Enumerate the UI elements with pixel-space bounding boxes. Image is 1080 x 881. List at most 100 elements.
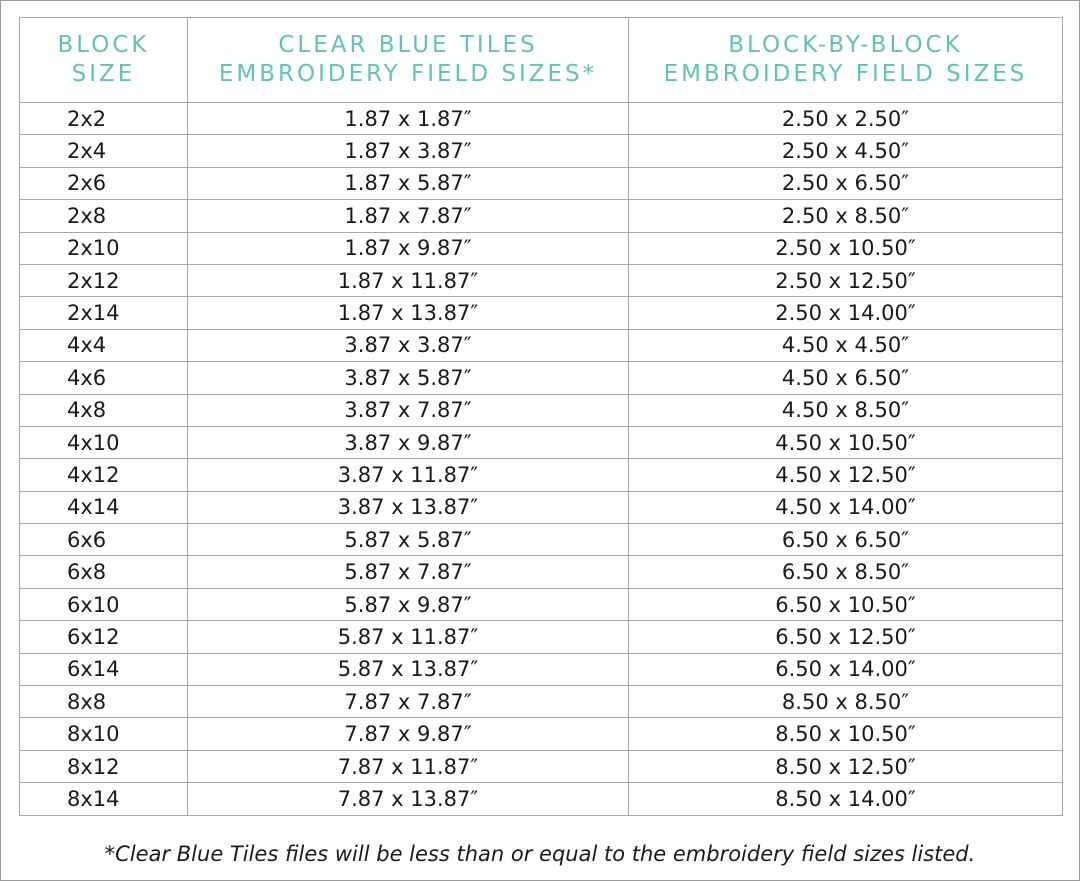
block-size-cell: 4x8	[19, 393, 188, 427]
clear-blue-tiles-cell: 5.87 x 9.87″	[187, 587, 629, 622]
block-by-block-cell: 2.50 x 8.50″	[628, 199, 1063, 233]
clear-blue-tiles-cell: 3.87 x 3.87″	[187, 328, 629, 363]
block-by-block-cell: 6.50 x 8.50″	[628, 555, 1063, 589]
table-row: 4x14 3.87 x 13.87″ 4.50 x 14.00″	[19, 490, 1063, 525]
table-row: 2x8 1.87 x 7.87″ 2.50 x 8.50″	[19, 199, 1063, 233]
header-line: CLEAR BLUE TILES	[278, 32, 538, 58]
block-size-cell: 2x4	[19, 134, 188, 168]
header-line: EMBROIDERY FIELD SIZES	[663, 61, 1028, 87]
block-size-cell: 6x12	[19, 620, 188, 654]
header-line: BLOCK	[57, 32, 150, 58]
block-by-block-cell: 8.50 x 8.50″	[628, 685, 1063, 719]
table-row: 4x10 3.87 x 9.87″ 4.50 x 10.50″	[19, 425, 1063, 460]
block-by-block-cell: 2.50 x 14.00″	[628, 296, 1063, 330]
block-size-cell: 6x6	[19, 523, 188, 557]
clear-blue-tiles-cell: 3.87 x 9.87″	[187, 425, 629, 460]
clear-blue-tiles-cell: 5.87 x 13.87″	[187, 652, 629, 687]
block-by-block-cell: 8.50 x 14.00″	[628, 782, 1063, 816]
block-size-cell: 8x12	[19, 749, 188, 784]
table-row: 8x10 7.87 x 9.87″ 8.50 x 10.50″	[19, 717, 1063, 751]
table-row: 4x12 3.87 x 11.87″ 4.50 x 12.50″	[19, 458, 1063, 492]
block-size-cell: 2x14	[19, 296, 188, 330]
block-by-block-cell: 4.50 x 6.50″	[628, 361, 1063, 395]
clear-blue-tiles-cell: 5.87 x 5.87″	[187, 523, 629, 557]
table-row: 2x4 1.87 x 3.87″ 2.50 x 4.50″	[19, 134, 1063, 168]
header-clear-blue-tiles: CLEAR BLUE TILES EMBROIDERY FIELD SIZES*	[187, 17, 629, 103]
block-size-cell: 8x8	[19, 685, 188, 719]
table-row: 2x14 1.87 x 13.87″ 2.50 x 14.00″	[19, 296, 1063, 330]
block-by-block-cell: 4.50 x 12.50″	[628, 458, 1063, 492]
block-by-block-cell: 6.50 x 12.50″	[628, 620, 1063, 654]
block-by-block-cell: 2.50 x 2.50″	[628, 101, 1063, 136]
block-size-cell: 6x8	[19, 555, 188, 589]
clear-blue-tiles-cell: 3.87 x 5.87″	[187, 361, 629, 395]
block-by-block-cell: 2.50 x 4.50″	[628, 134, 1063, 168]
block-by-block-cell: 6.50 x 14.00″	[628, 652, 1063, 687]
clear-blue-tiles-cell: 1.87 x 7.87″	[187, 199, 629, 233]
header-line: SIZE	[71, 61, 136, 87]
clear-blue-tiles-cell: 5.87 x 7.87″	[187, 555, 629, 589]
clear-blue-tiles-cell: 3.87 x 13.87″	[187, 490, 629, 525]
header-block-by-block: BLOCK-BY-BLOCK EMBROIDERY FIELD SIZES	[628, 17, 1063, 103]
table-row: 2x2 1.87 x 1.87″ 2.50 x 2.50″	[19, 101, 1063, 136]
block-size-cell: 4x6	[19, 361, 188, 395]
block-by-block-cell: 4.50 x 4.50″	[628, 328, 1063, 363]
block-size-cell: 2x12	[19, 263, 188, 298]
block-by-block-cell: 8.50 x 10.50″	[628, 717, 1063, 751]
table-row: 8x14 7.87 x 13.87″ 8.50 x 14.00″	[19, 782, 1063, 816]
header-block-size: BLOCK SIZE	[19, 17, 188, 103]
table-row: 2x12 1.87 x 11.87″ 2.50 x 12.50″	[19, 263, 1063, 298]
clear-blue-tiles-cell: 7.87 x 13.87″	[187, 782, 629, 816]
footnote: *Clear Blue Tiles files will be less tha…	[104, 842, 976, 866]
table-row: 8x8 7.87 x 7.87″ 8.50 x 8.50″	[19, 685, 1063, 719]
table-row: 6x12 5.87 x 11.87″ 6.50 x 12.50″	[19, 620, 1063, 654]
clear-blue-tiles-cell: 7.87 x 9.87″	[187, 717, 629, 751]
table-row: 6x10 5.87 x 9.87″ 6.50 x 10.50″	[19, 587, 1063, 622]
block-by-block-cell: 8.50 x 12.50″	[628, 749, 1063, 784]
block-size-cell: 4x10	[19, 425, 188, 460]
table-row: 4x6 3.87 x 5.87″ 4.50 x 6.50″	[19, 361, 1063, 395]
block-size-cell: 4x14	[19, 490, 188, 525]
block-by-block-cell: 4.50 x 14.00″	[628, 490, 1063, 525]
clear-blue-tiles-cell: 1.87 x 13.87″	[187, 296, 629, 330]
block-size-cell: 8x10	[19, 717, 188, 751]
table-row: 2x6 1.87 x 5.87″ 2.50 x 6.50″	[19, 166, 1063, 201]
clear-blue-tiles-cell: 7.87 x 11.87″	[187, 749, 629, 784]
block-by-block-cell: 2.50 x 12.50″	[628, 263, 1063, 298]
table-row: 6x8 5.87 x 7.87″ 6.50 x 8.50″	[19, 555, 1063, 589]
block-size-cell: 2x10	[19, 231, 188, 265]
block-size-cell: 8x14	[19, 782, 188, 816]
table-row: 6x14 5.87 x 13.87″ 6.50 x 14.00″	[19, 652, 1063, 687]
clear-blue-tiles-cell: 1.87 x 3.87″	[187, 134, 629, 168]
header-line: BLOCK-BY-BLOCK	[728, 32, 963, 58]
table-row: 8x12 7.87 x 11.87″ 8.50 x 12.50″	[19, 749, 1063, 784]
clear-blue-tiles-cell: 1.87 x 1.87″	[187, 101, 629, 136]
clear-blue-tiles-cell: 1.87 x 11.87″	[187, 263, 629, 298]
block-size-cell: 4x4	[19, 328, 188, 363]
embroidery-size-table: BLOCK SIZE CLEAR BLUE TILES EMBROIDERY FIE…	[19, 17, 1063, 816]
clear-blue-tiles-cell: 3.87 x 7.87″	[187, 393, 629, 427]
clear-blue-tiles-cell: 3.87 x 11.87″	[187, 458, 629, 492]
block-by-block-cell: 4.50 x 10.50″	[628, 425, 1063, 460]
header-line: EMBROIDERY FIELD SIZES*	[218, 61, 598, 87]
block-by-block-cell: 6.50 x 6.50″	[628, 523, 1063, 557]
block-size-cell: 2x2	[19, 101, 188, 136]
block-size-cell: 2x8	[19, 199, 188, 233]
header-row: BLOCK SIZE CLEAR BLUE TILES EMBROIDERY FIE…	[19, 17, 1063, 103]
block-size-cell: 2x6	[19, 166, 188, 201]
block-by-block-cell: 2.50 x 6.50″	[628, 166, 1063, 201]
table-row: 4x4 3.87 x 3.87″ 4.50 x 4.50″	[19, 328, 1063, 363]
block-size-cell: 6x14	[19, 652, 188, 687]
table-row: 4x8 3.87 x 7.87″ 4.50 x 8.50″	[19, 393, 1063, 427]
block-by-block-cell: 6.50 x 10.50″	[628, 587, 1063, 622]
block-size-cell: 4x12	[19, 458, 188, 492]
block-size-cell: 6x10	[19, 587, 188, 622]
clear-blue-tiles-cell: 7.87 x 7.87″	[187, 685, 629, 719]
clear-blue-tiles-cell: 5.87 x 11.87″	[187, 620, 629, 654]
clear-blue-tiles-cell: 1.87 x 9.87″	[187, 231, 629, 265]
block-by-block-cell: 4.50 x 8.50″	[628, 393, 1063, 427]
table-row: 6x6 5.87 x 5.87″ 6.50 x 6.50″	[19, 523, 1063, 557]
clear-blue-tiles-cell: 1.87 x 5.87″	[187, 166, 629, 201]
table-row: 2x10 1.87 x 9.87″ 2.50 x 10.50″	[19, 231, 1063, 265]
block-by-block-cell: 2.50 x 10.50″	[628, 231, 1063, 265]
